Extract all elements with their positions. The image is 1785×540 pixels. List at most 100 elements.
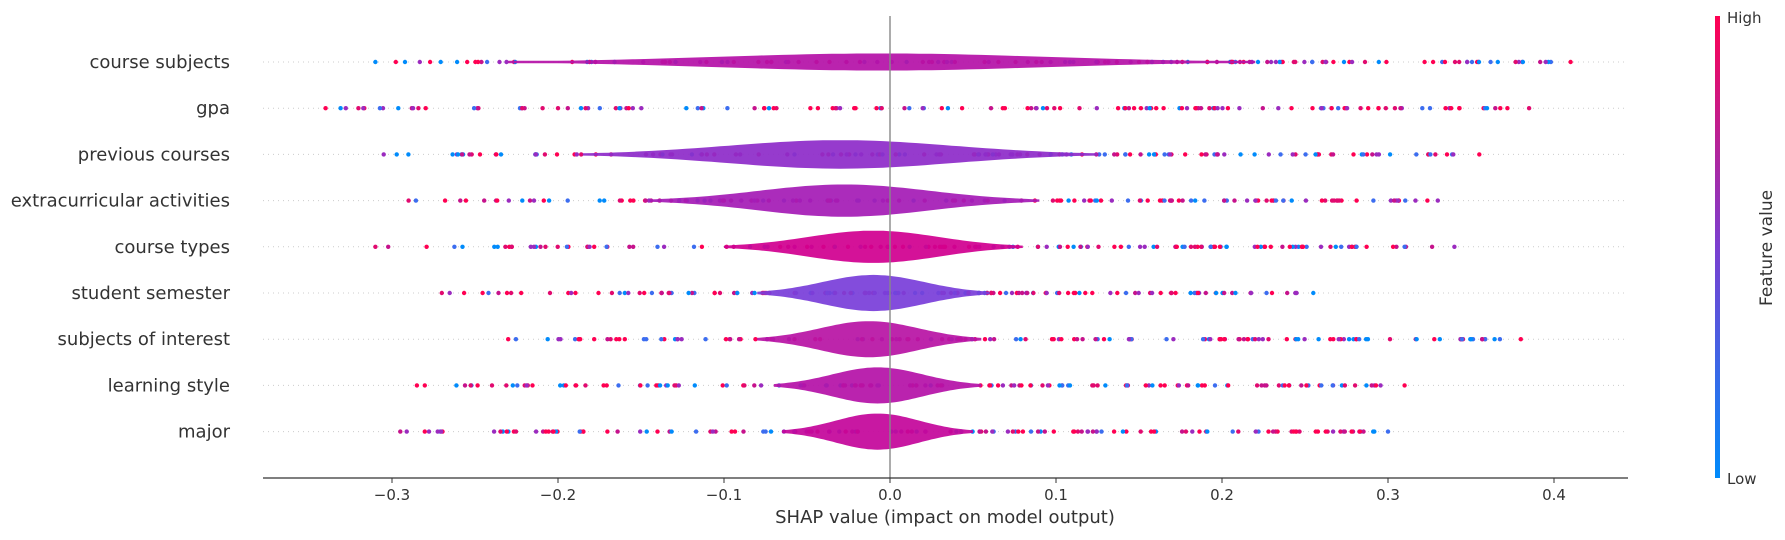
data-point [1323,59,1328,65]
data-point [604,383,609,388]
data-point [592,337,597,342]
data-point [1388,198,1394,203]
data-point [613,106,619,111]
data-point [1366,106,1371,111]
data-point [1526,106,1532,111]
data-point [551,429,556,434]
data-point [471,106,477,111]
data-point [542,152,548,157]
violin-shape [782,413,973,450]
data-point [1361,429,1366,434]
data-point [468,383,473,388]
data-point [659,337,664,342]
x-axis-label: SHAP value (impact on model output) [775,507,1115,528]
data-point [533,152,538,157]
data-point [1371,198,1376,203]
data-point [717,290,723,296]
data-point [1465,59,1470,65]
data-point [473,59,478,65]
data-point [1232,198,1237,203]
data-point [1143,383,1149,388]
data-point [1302,337,1307,342]
data-point [1149,290,1155,296]
data-point [1280,59,1285,65]
data-point [393,59,398,65]
data-point [1202,198,1207,203]
data-point [1488,59,1493,65]
data-point [720,383,725,388]
data-point [1323,429,1329,434]
data-point [1112,244,1117,249]
data-point [638,429,643,434]
data-point [1384,59,1389,65]
data-point [672,383,677,388]
feature-label: extracurricular activities [11,191,230,212]
data-point [1414,337,1419,342]
data-point [450,152,455,157]
data-point [1442,59,1448,65]
data-point [1051,337,1056,342]
data-point [1112,152,1117,157]
data-point [519,290,524,296]
data-point [1212,383,1218,388]
data-point [1330,383,1335,388]
data-point [1259,383,1264,388]
data-point [1255,59,1261,65]
data-point [1065,244,1070,249]
data-point [422,383,427,388]
data-point [1278,152,1283,157]
data-point [1402,244,1407,249]
data-point [712,290,717,296]
data-point [1073,290,1078,296]
data-point [1369,383,1374,388]
data-point [1341,59,1347,65]
data-point [1354,244,1359,249]
data-point [538,244,543,249]
data-point [1392,106,1398,111]
data-point [763,429,768,434]
data-point [1291,429,1296,434]
data-point [1372,429,1377,434]
data-point [506,198,511,203]
data-point [1364,244,1369,249]
violin-shape [757,321,982,358]
data-point [1111,429,1117,434]
data-point [442,198,448,203]
data-point [587,244,592,249]
feature-label: subjects of interest [58,329,230,350]
data-point [1059,337,1064,342]
data-point [484,59,490,65]
data-point [540,106,545,111]
data-point [1088,198,1094,203]
data-point [1513,59,1518,65]
data-point [1150,383,1155,388]
data-point [520,106,525,111]
data-point [675,337,680,342]
data-point [1127,152,1133,157]
data-point [1236,337,1241,342]
data-point [630,106,635,111]
data-point [815,106,821,111]
data-point [1016,429,1021,434]
data-point [1042,429,1048,434]
data-point [558,383,563,388]
data-point [1303,198,1309,203]
data-point [874,106,879,111]
data-point [725,106,730,111]
data-point [1208,337,1213,342]
data-point [742,383,747,388]
data-point [1241,337,1247,342]
data-point [837,106,843,111]
data-point [1310,59,1315,65]
data-point [1339,244,1344,249]
data-point [1459,337,1465,342]
data-point [987,383,993,388]
violin-shape [649,184,1040,217]
data-point [604,244,609,249]
data-point [1018,337,1023,342]
data-point [1016,290,1022,296]
data-point [1151,429,1157,434]
data-point [1294,290,1299,296]
data-point [1080,337,1085,342]
data-point [622,290,627,296]
